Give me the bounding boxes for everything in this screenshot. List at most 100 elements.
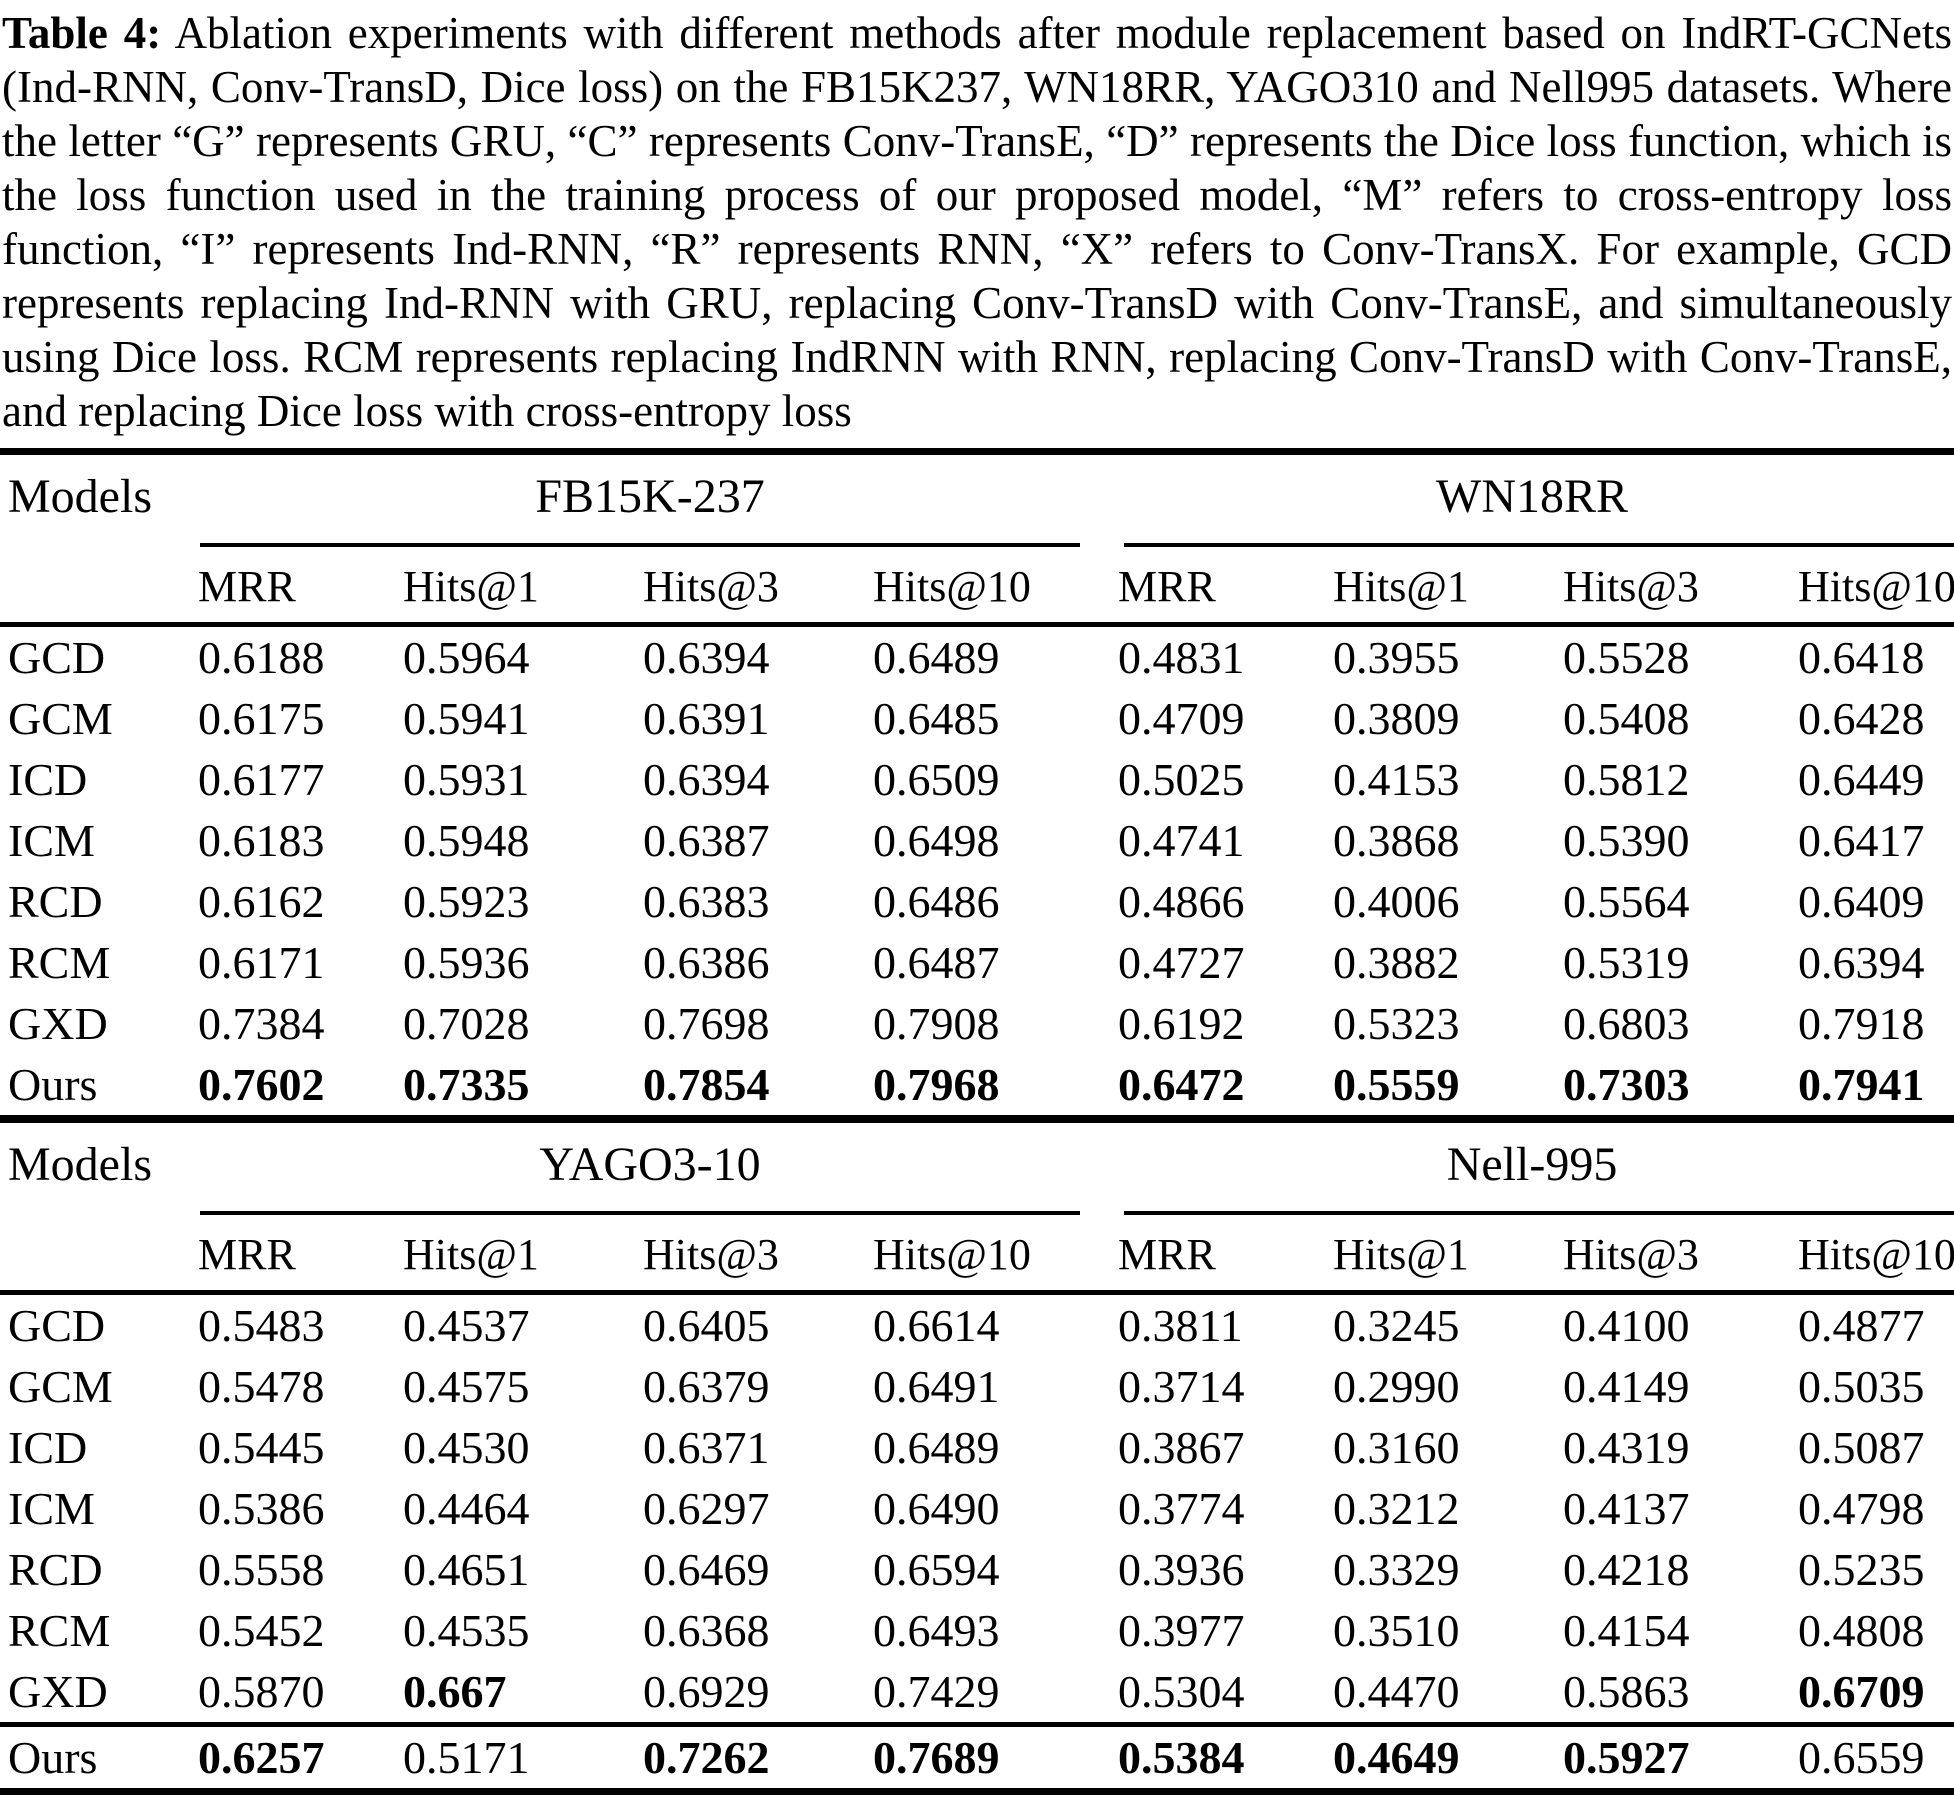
metric-value: 0.5035 xyxy=(1798,1361,1925,1412)
metric-value: 0.5304 xyxy=(1118,1666,1245,1717)
metric-value: 0.6929 xyxy=(643,1666,770,1717)
metric-value: 0.3714 xyxy=(1118,1361,1245,1412)
metric-value: 0.5087 xyxy=(1798,1422,1925,1473)
metric-value: 0.6162 xyxy=(198,876,325,927)
metric-value: 0.4154 xyxy=(1563,1605,1690,1656)
table-row: GXD 0.5870 0.667 0.6929 0.7429 0.5304 0.4470 0.… xyxy=(0,1661,1954,1725)
metric-value: 0.4100 xyxy=(1563,1300,1690,1351)
model-label: RCD xyxy=(8,1544,103,1595)
metric-header: Hits@3 xyxy=(1555,547,1791,627)
metric-value: 0.4149 xyxy=(1563,1361,1690,1412)
metric-value: 0.7429 xyxy=(873,1666,1000,1717)
group-underline xyxy=(200,1211,1081,1215)
metric-value: 0.5941 xyxy=(403,693,530,744)
metric-value: 0.5936 xyxy=(403,937,530,988)
model-label: GXD xyxy=(8,1666,108,1717)
metric-value: 0.6188 xyxy=(198,632,325,683)
metric-value: 0.2990 xyxy=(1333,1361,1460,1412)
metric-value: 0.3774 xyxy=(1118,1483,1245,1534)
metric-value: 0.5390 xyxy=(1563,815,1690,866)
metric-value: 0.4137 xyxy=(1563,1483,1690,1534)
metric-value: 0.6409 xyxy=(1798,876,1925,927)
metric-value: 0.6487 xyxy=(873,937,1000,988)
metric-value: 0.5386 xyxy=(198,1483,325,1534)
metric-header: MRR xyxy=(1110,547,1326,627)
metric-header: Hits@3 xyxy=(1555,1215,1791,1295)
model-label: GCD xyxy=(8,632,106,683)
table-row: GCD 0.6188 0.5964 0.6394 0.6489 0.4831 0.3955 0… xyxy=(0,625,1954,689)
metric-header: Hits@3 xyxy=(635,1215,865,1295)
dataset-group-fb15k237: FB15K-237 xyxy=(190,452,1110,547)
metric-value: 0.6472 xyxy=(1118,1059,1245,1110)
table-row: ICD 0.6177 0.5931 0.6394 0.6509 0.5025 0.4153 0… xyxy=(0,749,1954,810)
metric-value: 0.6493 xyxy=(873,1605,1000,1656)
metric-value: 0.6387 xyxy=(643,815,770,866)
metric-value: 0.6177 xyxy=(198,754,325,805)
metric-value: 0.7854 xyxy=(643,1059,770,1110)
metric-value: 0.5564 xyxy=(1563,876,1690,927)
table-caption-number: Table 4: xyxy=(2,8,162,58)
metric-value: 0.6594 xyxy=(873,1544,1000,1595)
metric-header: MRR xyxy=(1110,1215,1326,1295)
metric-header: Hits@1 xyxy=(395,547,635,627)
metric-value: 0.6368 xyxy=(643,1605,770,1656)
metric-value: 0.7602 xyxy=(198,1059,325,1110)
metric-value: 0.3977 xyxy=(1118,1605,1245,1656)
metric-value: 0.6469 xyxy=(643,1544,770,1595)
metric-value: 0.5812 xyxy=(1563,754,1690,805)
metric-value: 0.3867 xyxy=(1118,1422,1245,1473)
model-label: RCM xyxy=(8,937,111,988)
metric-value: 0.4535 xyxy=(403,1605,530,1656)
metric-value: 0.4866 xyxy=(1118,876,1245,927)
metric-value: 0.7918 xyxy=(1798,998,1925,1049)
metric-value: 0.4831 xyxy=(1118,632,1245,683)
metric-value: 0.6485 xyxy=(873,693,1000,744)
metric-value: 0.4575 xyxy=(403,1361,530,1412)
metric-value: 0.5948 xyxy=(403,815,530,866)
table-caption-text: Ablation experiments with different meth… xyxy=(2,8,1952,436)
metric-header: Hits@3 xyxy=(635,547,865,627)
metric-value: 0.6383 xyxy=(643,876,770,927)
dataset-group-wn18rr: WN18RR xyxy=(1110,452,1954,547)
dataset-name-nell995: Nell-995 xyxy=(1446,1138,1618,1191)
metric-value: 0.5964 xyxy=(403,632,530,683)
metric-header: Hits@10 xyxy=(1790,1215,1954,1295)
metric-value: 0.4218 xyxy=(1563,1544,1690,1595)
metric-value: 0.6417 xyxy=(1798,815,1925,866)
metric-value: 0.3510 xyxy=(1333,1605,1460,1656)
metric-value: 0.6709 xyxy=(1798,1666,1925,1717)
metric-value: 0.6192 xyxy=(1118,998,1245,1049)
dataset-group-nell995: Nell-995 xyxy=(1110,1123,1954,1215)
metric-value: 0.7698 xyxy=(643,998,770,1049)
metric-value: 0.6803 xyxy=(1563,998,1690,1049)
metric-value: 0.6489 xyxy=(873,1422,1000,1473)
metric-value: 0.6371 xyxy=(643,1422,770,1473)
metric-value: 0.3212 xyxy=(1333,1483,1460,1534)
metric-value: 0.6614 xyxy=(873,1300,1000,1351)
results-body-bottom: GCD 0.5483 0.4537 0.6405 0.6614 0.3811 0.3245 0… xyxy=(0,1293,1954,1792)
metric-value: 0.6498 xyxy=(873,815,1000,866)
metric-value: 0.4709 xyxy=(1118,693,1245,744)
dataset-name-yago310: YAGO3-10 xyxy=(539,1138,761,1191)
metric-header: Hits@10 xyxy=(865,1215,1111,1295)
metric-value: 0.6391 xyxy=(643,693,770,744)
metric-header: MRR xyxy=(190,547,395,627)
group-header-row: Models FB15K-237 WN18RR xyxy=(0,451,1954,627)
table-row: ICM 0.5386 0.4464 0.6297 0.6490 0.3774 0.3212 0… xyxy=(0,1478,1954,1539)
metric-value: 0.5558 xyxy=(198,1544,325,1595)
metric-value: 0.3936 xyxy=(1118,1544,1245,1595)
metric-value: 0.6175 xyxy=(198,693,325,744)
table-row: Ours 0.6257 0.5171 0.7262 0.7689 0.5384 0.4649… xyxy=(0,1722,1954,1792)
metric-value: 0.667 xyxy=(403,1666,507,1717)
metric-value: 0.7689 xyxy=(865,1722,1111,1792)
metric-value: 0.3245 xyxy=(1333,1300,1460,1351)
group-header-row: Models YAGO3-10 Nell-995 xyxy=(0,1123,1954,1295)
metric-value: 0.4727 xyxy=(1118,937,1245,988)
results-body-top: GCD 0.6188 0.5964 0.6394 0.6489 0.4831 0.3955 0… xyxy=(0,625,1954,1116)
metric-value: 0.5478 xyxy=(198,1361,325,1412)
group-underline xyxy=(1124,543,1954,547)
model-label: GCD xyxy=(8,1300,106,1351)
metric-value: 0.4319 xyxy=(1563,1422,1690,1473)
model-label: Ours xyxy=(8,1059,98,1110)
metric-value: 0.5870 xyxy=(198,1666,325,1717)
